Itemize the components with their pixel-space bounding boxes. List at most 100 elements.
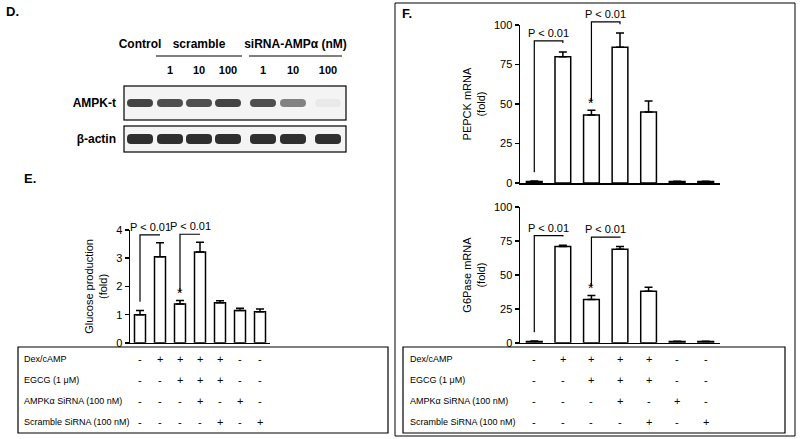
svg-text:Scramble SiRNA (100 nM): Scramble SiRNA (100 nM) — [410, 417, 516, 427]
svg-text:+: + — [197, 395, 203, 407]
svg-text:-: - — [675, 416, 679, 428]
svg-text:-: - — [532, 395, 536, 407]
svg-text:-: - — [138, 395, 142, 407]
svg-text:P < 0.01: P < 0.01 — [528, 222, 569, 234]
svg-text:+: + — [674, 395, 680, 407]
svg-text:50: 50 — [500, 269, 512, 281]
svg-text:-: - — [238, 416, 242, 428]
svg-text:-: - — [675, 374, 679, 386]
svg-text:-: - — [532, 416, 536, 428]
svg-text:-: - — [258, 395, 262, 407]
svg-text:+: + — [646, 374, 652, 386]
svg-text:-: - — [138, 353, 142, 365]
svg-text:+: + — [197, 353, 203, 365]
svg-text:+: + — [560, 353, 566, 365]
svg-text:10: 10 — [287, 64, 299, 76]
svg-text:-: - — [158, 395, 162, 407]
svg-text:1: 1 — [167, 64, 173, 76]
svg-text:-: - — [138, 374, 142, 386]
svg-text:3: 3 — [116, 252, 122, 264]
svg-text:P < 0.01: P < 0.01 — [528, 27, 569, 39]
svg-text:Control: Control — [119, 37, 162, 51]
svg-text:siRNA-AMPα (nM): siRNA-AMPα (nM) — [244, 37, 347, 51]
svg-text:+: + — [237, 395, 243, 407]
svg-text:-: - — [238, 374, 242, 386]
svg-text:-: - — [704, 353, 708, 365]
svg-text:-: - — [561, 395, 565, 407]
svg-text:2: 2 — [116, 280, 122, 292]
svg-text:4: 4 — [116, 224, 122, 236]
svg-text:+: + — [157, 353, 163, 365]
svg-text:-: - — [589, 416, 593, 428]
svg-text:+: + — [197, 374, 203, 386]
svg-text:F.: F. — [402, 6, 412, 21]
svg-text:E.: E. — [24, 171, 36, 186]
svg-text:Glucose production(fold): Glucose production(fold) — [83, 239, 109, 334]
svg-text:EGCG (1 μM): EGCG (1 μM) — [24, 375, 79, 385]
svg-text:-: - — [138, 416, 142, 428]
svg-text:PEPCK mRNA(fold): PEPCK mRNA(fold) — [461, 67, 487, 140]
svg-text:AMPKα SiRNA (100 nM): AMPKα SiRNA (100 nM) — [410, 396, 508, 406]
svg-text:1: 1 — [116, 309, 122, 321]
svg-text:-: - — [178, 416, 182, 428]
svg-text:β-actin: β-actin — [77, 132, 116, 146]
svg-text:+: + — [588, 353, 594, 365]
svg-text:+: + — [217, 353, 223, 365]
svg-text:+: + — [217, 416, 223, 428]
svg-text:-: - — [618, 416, 622, 428]
svg-text:-: - — [532, 353, 536, 365]
svg-text:*: * — [177, 285, 183, 301]
svg-text:0: 0 — [506, 337, 512, 349]
svg-text:P < 0.01: P < 0.01 — [130, 221, 171, 233]
svg-text:100: 100 — [494, 201, 512, 213]
svg-text:-: - — [258, 374, 262, 386]
svg-text:-: - — [158, 374, 162, 386]
svg-text:-: - — [158, 416, 162, 428]
svg-text:-: - — [178, 395, 182, 407]
svg-text:-: - — [704, 374, 708, 386]
svg-text:-: - — [258, 353, 262, 365]
svg-text:50: 50 — [500, 98, 512, 110]
svg-text:-: - — [561, 374, 565, 386]
svg-text:D.: D. — [6, 4, 19, 19]
svg-text:*: * — [588, 280, 594, 296]
svg-text:P < 0.01: P < 0.01 — [585, 223, 626, 235]
svg-text:+: + — [177, 353, 183, 365]
svg-text:G6Pase mRNA(fold): G6Pase mRNA(fold) — [461, 237, 487, 313]
svg-text:0: 0 — [506, 177, 512, 189]
svg-text:-: - — [704, 395, 708, 407]
svg-text:75: 75 — [500, 235, 512, 247]
svg-text:+: + — [703, 416, 709, 428]
svg-text:100: 100 — [219, 64, 237, 76]
svg-text:-: - — [647, 395, 651, 407]
svg-text:+: + — [617, 374, 623, 386]
svg-text:EGCG (1 μM): EGCG (1 μM) — [410, 375, 465, 385]
svg-text:scramble: scramble — [173, 37, 226, 51]
svg-text:-: - — [561, 416, 565, 428]
svg-text:Dex/cAMP: Dex/cAMP — [410, 354, 453, 364]
svg-text:1: 1 — [260, 64, 266, 76]
svg-text:-: - — [589, 395, 593, 407]
svg-text:+: + — [177, 374, 183, 386]
svg-text:+: + — [217, 374, 223, 386]
svg-text:Scramble SiRNA (100 nM): Scramble SiRNA (100 nM) — [24, 417, 130, 427]
svg-text:100: 100 — [494, 19, 512, 31]
svg-text:AMPKα SiRNA (100 nM): AMPKα SiRNA (100 nM) — [24, 396, 122, 406]
svg-text:0: 0 — [116, 337, 122, 349]
svg-text:P < 0.01: P < 0.01 — [585, 8, 626, 20]
svg-text:-: - — [532, 374, 536, 386]
svg-text:-: - — [218, 395, 222, 407]
svg-text:-: - — [198, 416, 202, 428]
svg-text:+: + — [617, 395, 623, 407]
svg-text:Dex/cAMP: Dex/cAMP — [24, 354, 67, 364]
svg-text:25: 25 — [500, 137, 512, 149]
svg-text:10: 10 — [193, 64, 205, 76]
svg-text:P < 0.01: P < 0.01 — [170, 220, 211, 232]
svg-text:+: + — [646, 416, 652, 428]
svg-text:+: + — [257, 416, 263, 428]
svg-text:25: 25 — [500, 303, 512, 315]
svg-text:-: - — [238, 353, 242, 365]
svg-text:*: * — [588, 95, 594, 111]
svg-text:AMPK-t: AMPK-t — [73, 96, 116, 110]
svg-text:+: + — [588, 374, 594, 386]
